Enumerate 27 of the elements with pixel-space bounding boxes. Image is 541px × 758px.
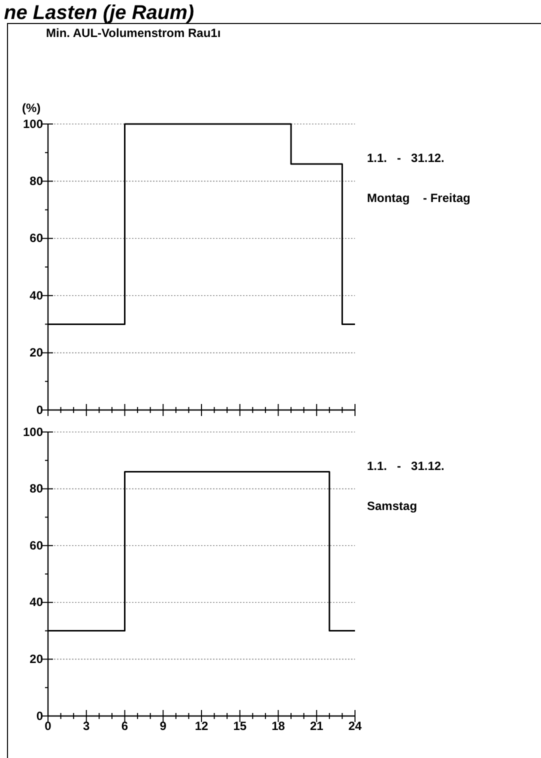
x-tick-label: 9 bbox=[160, 718, 167, 733]
x-tick-label: 18 bbox=[272, 718, 286, 733]
y-tick-label: 40 bbox=[30, 595, 44, 610]
y-tick-label: 40 bbox=[30, 288, 44, 302]
chart-subtitle: Min. AUL-Volumenstrom Rau1ı bbox=[46, 26, 221, 40]
x-tick-label: 3 bbox=[83, 718, 90, 733]
y-tick-label: 60 bbox=[30, 231, 44, 246]
y-tick-label: 0 bbox=[36, 708, 44, 723]
text: 1.1. - 31.12. bbox=[367, 459, 444, 473]
y-tick-label: 20 bbox=[30, 652, 44, 666]
y-tick-label: 80 bbox=[30, 174, 44, 188]
chart-title: ne Lasten (je Raum) bbox=[4, 2, 194, 24]
x-tick-label: 12 bbox=[194, 718, 208, 733]
y-tick-label: 20 bbox=[30, 346, 44, 360]
x-tick-label: 6 bbox=[121, 718, 128, 733]
x-tick-label: 15 bbox=[233, 718, 247, 733]
y-tick-label: 100 bbox=[22, 116, 44, 131]
y-axis-title: (%) bbox=[22, 101, 41, 115]
y-tick-label: 100 bbox=[22, 424, 44, 439]
x-tick-label: 21 bbox=[310, 718, 324, 733]
y-tick-label: 60 bbox=[30, 538, 44, 552]
y-tick-label: 80 bbox=[30, 482, 44, 496]
x-tick-label: 24 bbox=[348, 718, 362, 733]
text: Montag - Freitag bbox=[367, 191, 470, 205]
text: Samstag bbox=[367, 499, 418, 513]
y-tick-label: 0 bbox=[36, 402, 44, 417]
text: 1.1. - 31.12. bbox=[367, 151, 444, 165]
